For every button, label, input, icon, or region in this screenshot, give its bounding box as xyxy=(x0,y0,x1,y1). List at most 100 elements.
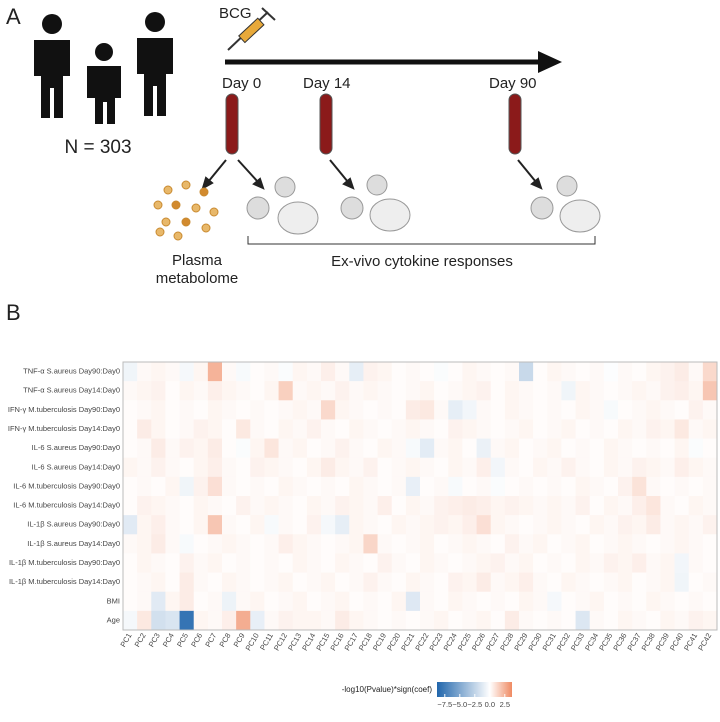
heatmap-cell xyxy=(688,591,704,612)
heatmap-cell xyxy=(151,515,166,535)
heatmap-cell xyxy=(123,572,138,593)
heatmap-cell xyxy=(533,381,548,401)
heatmap-cell xyxy=(603,496,619,516)
heatmap-cell xyxy=(632,591,647,612)
heatmap-cell xyxy=(292,362,308,382)
heatmap-cell xyxy=(476,476,492,497)
heatmap-cell xyxy=(589,572,605,593)
heatmap-cell xyxy=(278,610,294,631)
heatmap-cell xyxy=(137,553,152,573)
heatmap-cell xyxy=(151,496,166,516)
heatmap-cell xyxy=(504,534,520,554)
heatmap-cell xyxy=(547,610,562,631)
heatmap-cell xyxy=(165,610,180,631)
heatmap-cell xyxy=(405,400,421,420)
heatmap-cell xyxy=(618,534,633,554)
heatmap-cell xyxy=(391,591,407,612)
heatmap-cell xyxy=(646,534,661,554)
heatmap-cell xyxy=(646,515,661,535)
heatmap-cell xyxy=(306,553,322,573)
heatmap-cell xyxy=(222,400,237,420)
heatmap-cell xyxy=(589,438,605,459)
row-label: IL-1β M.tuberculosis Day14:Day0 xyxy=(9,577,120,586)
heatmap-cell xyxy=(547,419,562,439)
heatmap-cell xyxy=(462,534,477,554)
heatmap-cell xyxy=(321,400,336,420)
heatmap-cell xyxy=(165,515,180,535)
heatmap-cell xyxy=(137,496,152,516)
heatmap-cell xyxy=(236,438,251,459)
heatmap-cell xyxy=(179,362,195,382)
heatmap-cell xyxy=(363,610,378,631)
heatmap-cell xyxy=(207,496,223,516)
heatmap-cell xyxy=(490,400,506,420)
heatmap-cell xyxy=(674,591,690,612)
heatmap-cell xyxy=(363,572,378,593)
heatmap-cell xyxy=(702,515,718,535)
heatmap-cell xyxy=(561,419,576,439)
column-label: PC42 xyxy=(696,631,713,652)
heatmap-cell xyxy=(561,362,576,382)
heatmap-cell xyxy=(688,496,704,516)
heatmap-cell xyxy=(123,476,138,497)
heatmap-cell xyxy=(632,457,647,478)
heatmap-cell xyxy=(292,438,308,459)
heatmap-cell xyxy=(618,381,633,401)
heatmap-cell xyxy=(335,476,350,497)
heatmap-cell xyxy=(306,400,322,420)
heatmap-cell xyxy=(151,381,166,401)
heatmap-cell xyxy=(306,515,322,535)
heatmap-cell xyxy=(462,457,477,478)
heatmap-cell xyxy=(391,381,407,401)
heatmap-cell xyxy=(660,457,675,478)
heatmap-cell xyxy=(448,476,463,497)
heatmap-cell xyxy=(702,476,718,497)
heatmap-cell xyxy=(349,457,364,478)
heatmap-cell xyxy=(519,419,534,439)
heatmap-cell xyxy=(603,438,619,459)
heatmap-cell xyxy=(207,362,223,382)
heatmap-cell xyxy=(335,515,350,535)
heatmap-cell xyxy=(179,476,195,497)
heatmap-cell xyxy=(306,496,322,516)
heatmap-cell xyxy=(250,438,265,459)
heatmap-cell xyxy=(420,591,435,612)
heatmap-cell xyxy=(123,553,138,573)
heatmap-cell xyxy=(476,438,492,459)
heatmap-cell xyxy=(193,534,209,554)
heatmap-cell xyxy=(306,610,322,631)
heatmap-cell xyxy=(420,553,435,573)
heatmap-cell xyxy=(363,362,378,382)
heatmap-cell xyxy=(660,438,675,459)
heatmap-cell xyxy=(264,591,279,612)
heatmap-cell xyxy=(504,476,520,497)
heatmap-cell xyxy=(137,457,152,478)
heatmap-cell xyxy=(377,400,393,420)
heatmap-cell xyxy=(377,534,393,554)
heatmap-cell xyxy=(702,572,718,593)
heatmap-cell xyxy=(490,438,506,459)
heatmap-cell xyxy=(363,419,378,439)
heatmap-cell xyxy=(377,438,393,459)
heatmap-cell xyxy=(476,515,492,535)
heatmap-cell xyxy=(660,553,675,573)
plasma-label: Plasma xyxy=(172,252,223,269)
heatmap-cell xyxy=(321,496,336,516)
heatmap-cell xyxy=(632,553,647,573)
heatmap-cell xyxy=(618,476,633,497)
heatmap-cell xyxy=(561,515,576,535)
heatmap-cell xyxy=(250,610,265,631)
heatmap-cell xyxy=(674,381,690,401)
heatmap-cell xyxy=(250,515,265,535)
heatmap-cell xyxy=(660,591,675,612)
heatmap-cell xyxy=(561,610,576,631)
heatmap-cell xyxy=(278,438,294,459)
heatmap-cell xyxy=(363,381,378,401)
heatmap-cell xyxy=(618,438,633,459)
heatmap-cell xyxy=(646,591,661,612)
heatmap-cell xyxy=(702,419,718,439)
heatmap-cell xyxy=(278,515,294,535)
heatmap-cell xyxy=(688,438,704,459)
column-label: PC2 xyxy=(133,631,148,648)
row-label: IL-1β M.tuberculosis Day90:Day0 xyxy=(9,558,120,567)
